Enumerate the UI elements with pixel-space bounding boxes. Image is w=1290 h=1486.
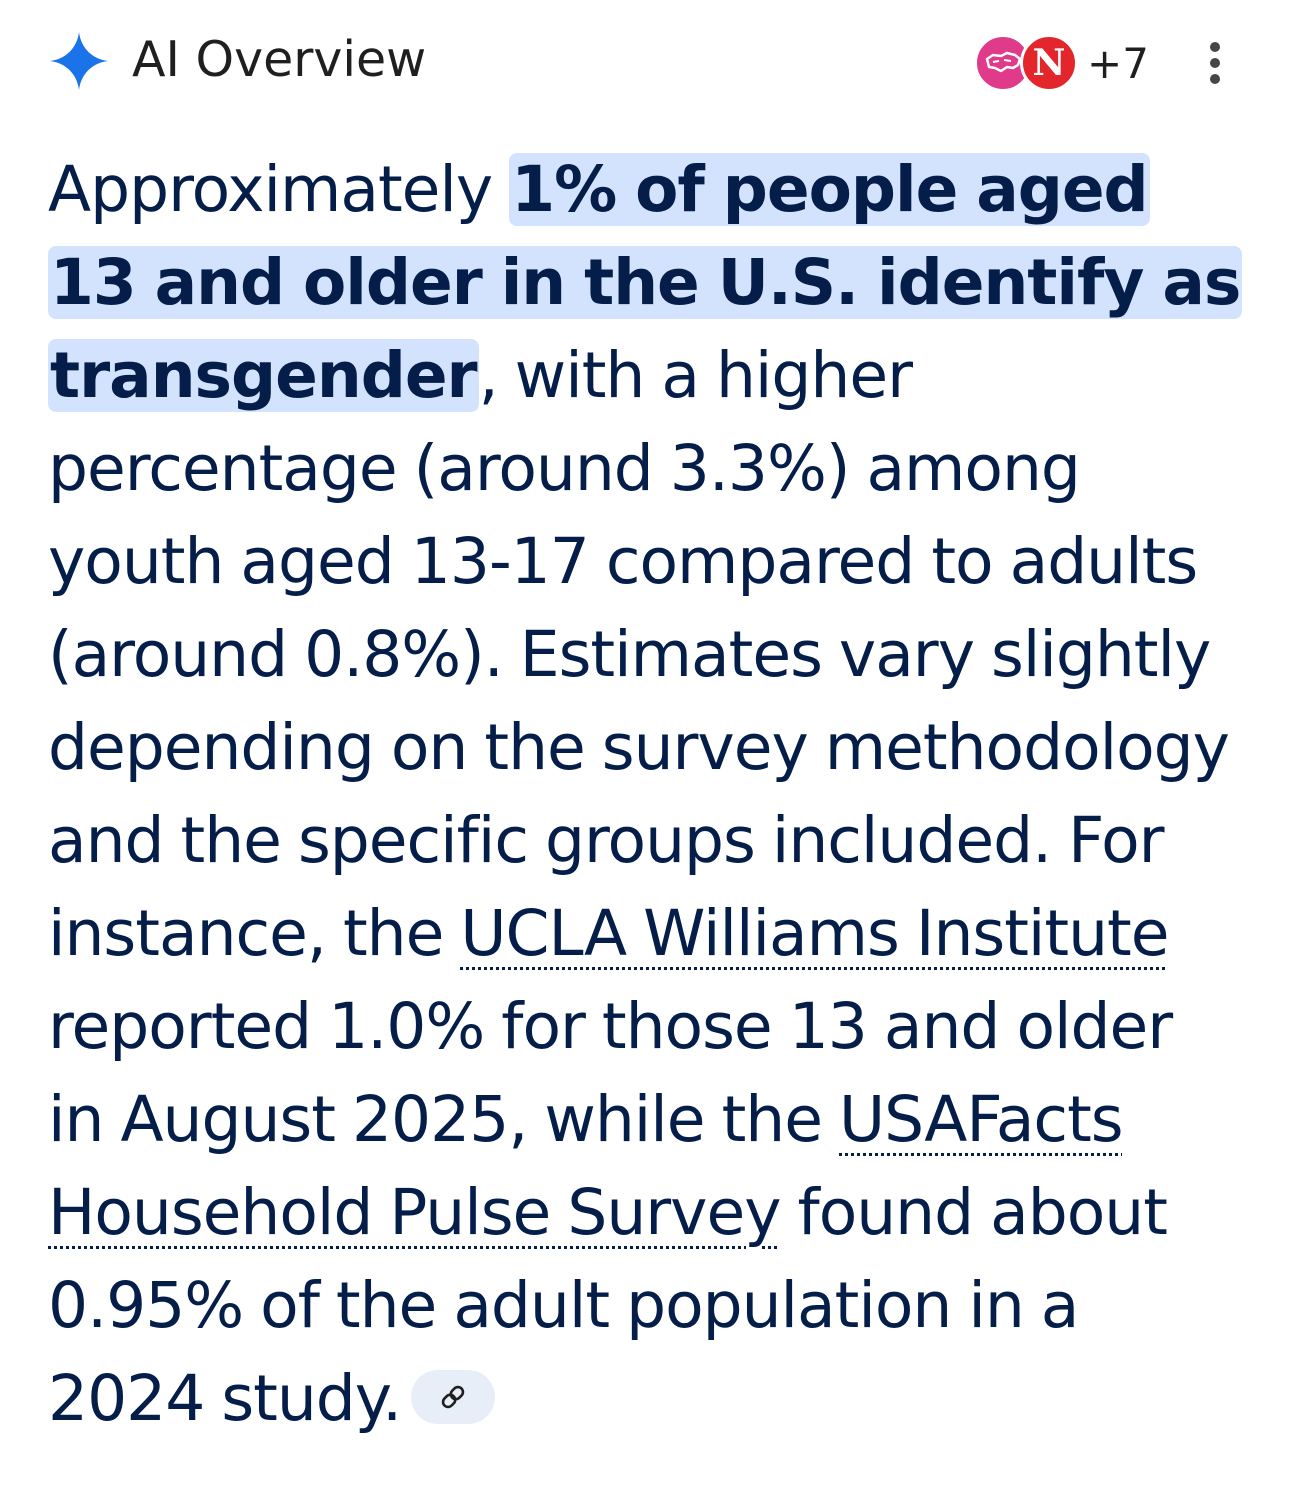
- more-sources-count[interactable]: +7: [1087, 39, 1149, 88]
- sparkle-icon: [50, 32, 108, 90]
- n-logo-icon[interactable]: N: [1020, 34, 1078, 92]
- ai-overview-title: AI Overview: [132, 31, 427, 88]
- source-link-ucla[interactable]: UCLA Williams Institute: [460, 897, 1169, 970]
- link-chip-button[interactable]: [411, 1369, 496, 1424]
- answer-intro: Approximately: [48, 153, 510, 226]
- ai-overview-answer: Approximately 1% of people aged 13 and o…: [48, 143, 1243, 1445]
- source-link-usafacts[interactable]: USAFacts Household Pulse Survey: [48, 1083, 1124, 1249]
- answer-text-2: , with a higher percentage (around 3.3%)…: [48, 339, 1230, 970]
- link-icon: [441, 1385, 465, 1409]
- source-avatars[interactable]: N +7: [974, 32, 1154, 92]
- answer-text-3: reported 1.0% for those 13 and older in …: [48, 990, 1173, 1156]
- answer-text-4: found about 0.95% of the adult populatio…: [48, 1176, 1168, 1435]
- ai-overview-header: AI Overview N +7: [48, 26, 1242, 96]
- more-vert-icon[interactable]: [1200, 40, 1230, 88]
